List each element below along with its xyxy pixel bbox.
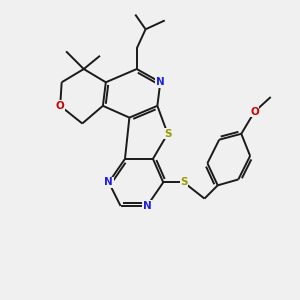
Text: N: N [104,177,113,188]
Text: S: S [164,129,171,139]
Text: N: N [156,77,165,87]
Text: S: S [180,177,188,188]
Text: O: O [56,101,64,111]
Text: O: O [250,107,259,117]
Text: N: N [143,201,152,211]
